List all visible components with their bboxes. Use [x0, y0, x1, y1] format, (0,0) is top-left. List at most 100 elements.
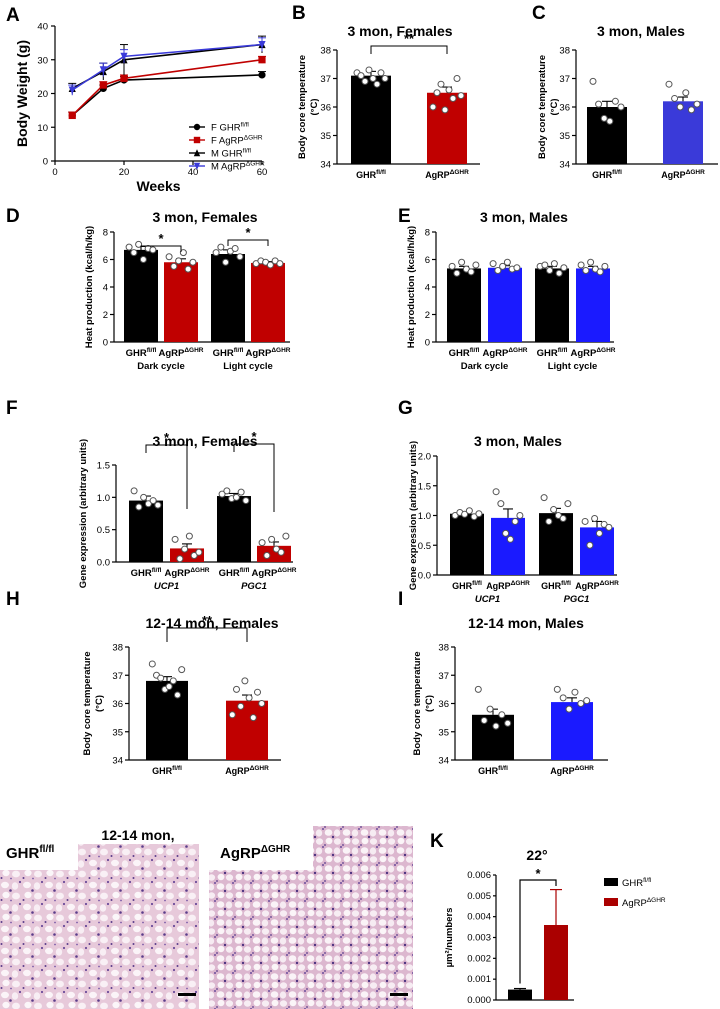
y-tick-label: 38: [320, 46, 331, 57]
data-point: [492, 722, 500, 730]
data-point: [212, 249, 220, 257]
x-tick-label: AgRPΔGHR: [661, 169, 705, 180]
group-label: UCP1: [154, 581, 179, 592]
data-point: [489, 260, 497, 268]
data-point: [474, 685, 482, 693]
histology-title: 12-14 mon,: [101, 827, 174, 843]
data-point: [190, 552, 198, 560]
data-point: [589, 77, 597, 85]
x-tick-label: GHRfl/fl: [541, 580, 571, 591]
significance-bracket: [140, 245, 182, 252]
group-label: Dark cycle: [137, 361, 185, 372]
data-point: [120, 52, 128, 61]
data-point: [249, 714, 257, 722]
group-label: UCP1: [475, 594, 500, 605]
x-tick-label: GHRfl/fl: [356, 169, 386, 180]
bar: [164, 262, 198, 342]
bar: [251, 262, 285, 342]
data-point: [154, 501, 162, 509]
data-point: [606, 117, 614, 125]
data-point: [506, 535, 514, 543]
data-point: [135, 240, 143, 248]
y-tick-label: 38: [438, 643, 449, 654]
data-point: [258, 56, 266, 64]
x-tick-label: GHRfl/fl: [131, 567, 162, 579]
significance-label: *: [535, 866, 541, 881]
data-point: [144, 500, 152, 508]
y-tick-label: 2: [425, 310, 430, 321]
series-line: [71, 74, 263, 117]
y-axis-label: Body core temperature: [412, 651, 423, 755]
data-point: [433, 89, 441, 97]
chart-title: 3 mon, Males: [597, 23, 685, 39]
significance-label: *: [245, 225, 251, 240]
data-point: [185, 532, 193, 540]
y-tick-label: 40: [37, 22, 48, 33]
significance-bracket: [370, 45, 448, 54]
scale-bar-right: [390, 993, 408, 996]
data-point: [486, 705, 494, 713]
data-point: [564, 500, 572, 508]
data-point: [480, 716, 488, 724]
data-point: [369, 75, 377, 82]
y-axis-unit: (°C): [309, 99, 320, 116]
y-tick-label: 34: [112, 756, 123, 767]
x-tick-label: GHRfl/fl: [126, 347, 157, 359]
data-point: [559, 514, 567, 522]
chart-title: 22°: [526, 847, 547, 863]
data-point: [492, 488, 500, 496]
y-tick-label: 10: [37, 123, 48, 134]
x-tick-label: AgRPΔGHR: [252, 567, 297, 579]
y-axis-label: Body core temperature: [82, 651, 93, 755]
data-point: [268, 535, 276, 543]
data-point: [498, 711, 506, 719]
data-point: [237, 702, 245, 710]
data-point: [184, 265, 192, 273]
data-point: [550, 506, 558, 514]
x-tick-label: GHRfl/fl: [449, 347, 480, 359]
data-point: [596, 268, 604, 276]
data-point: [282, 532, 290, 540]
data-point: [176, 555, 184, 563]
data-point: [165, 683, 173, 691]
data-point: [559, 694, 567, 702]
x-tick-label: AgRPΔGHR: [575, 580, 619, 591]
data-point: [601, 262, 609, 270]
chart-title: 3 mon, Males: [474, 433, 562, 449]
data-point: [676, 103, 684, 111]
x-tick-label: GHRfl/fl: [152, 765, 182, 776]
data-point: [361, 77, 369, 85]
x-tick-label: GHRfl/fl: [213, 347, 244, 359]
chart-title: 12-14 mon, Females: [145, 615, 278, 631]
data-point: [242, 497, 250, 505]
data-point: [577, 261, 585, 269]
x-tick-label: AgRPΔGHR: [550, 765, 594, 776]
data-point: [272, 545, 280, 553]
data-point: [276, 260, 284, 268]
scale-bar-left: [178, 993, 196, 996]
data-point: [467, 268, 475, 276]
data-point: [577, 700, 585, 707]
data-point: [560, 264, 568, 272]
chart-title: 3 mon, Females: [347, 23, 452, 39]
data-point: [472, 261, 480, 269]
data-point: [581, 517, 589, 525]
data-point: [217, 243, 225, 251]
data-point: [583, 697, 591, 705]
significance-label: *: [158, 231, 164, 246]
bar: [535, 268, 569, 342]
data-point: [448, 262, 456, 270]
data-point: [179, 249, 187, 257]
data-point: [617, 103, 625, 111]
y-tick-label: 0: [425, 338, 430, 349]
histology-label-bg-left: [0, 826, 78, 870]
histology-label-left: GHRfl/fl: [6, 844, 55, 862]
y-tick-label: 0.000: [467, 995, 491, 1006]
data-point: [193, 162, 201, 170]
y-tick-label: 0.006: [467, 870, 491, 881]
data-point: [135, 503, 143, 511]
bar: [447, 268, 481, 342]
y-tick-label: 0: [103, 338, 108, 349]
data-point: [258, 71, 266, 79]
